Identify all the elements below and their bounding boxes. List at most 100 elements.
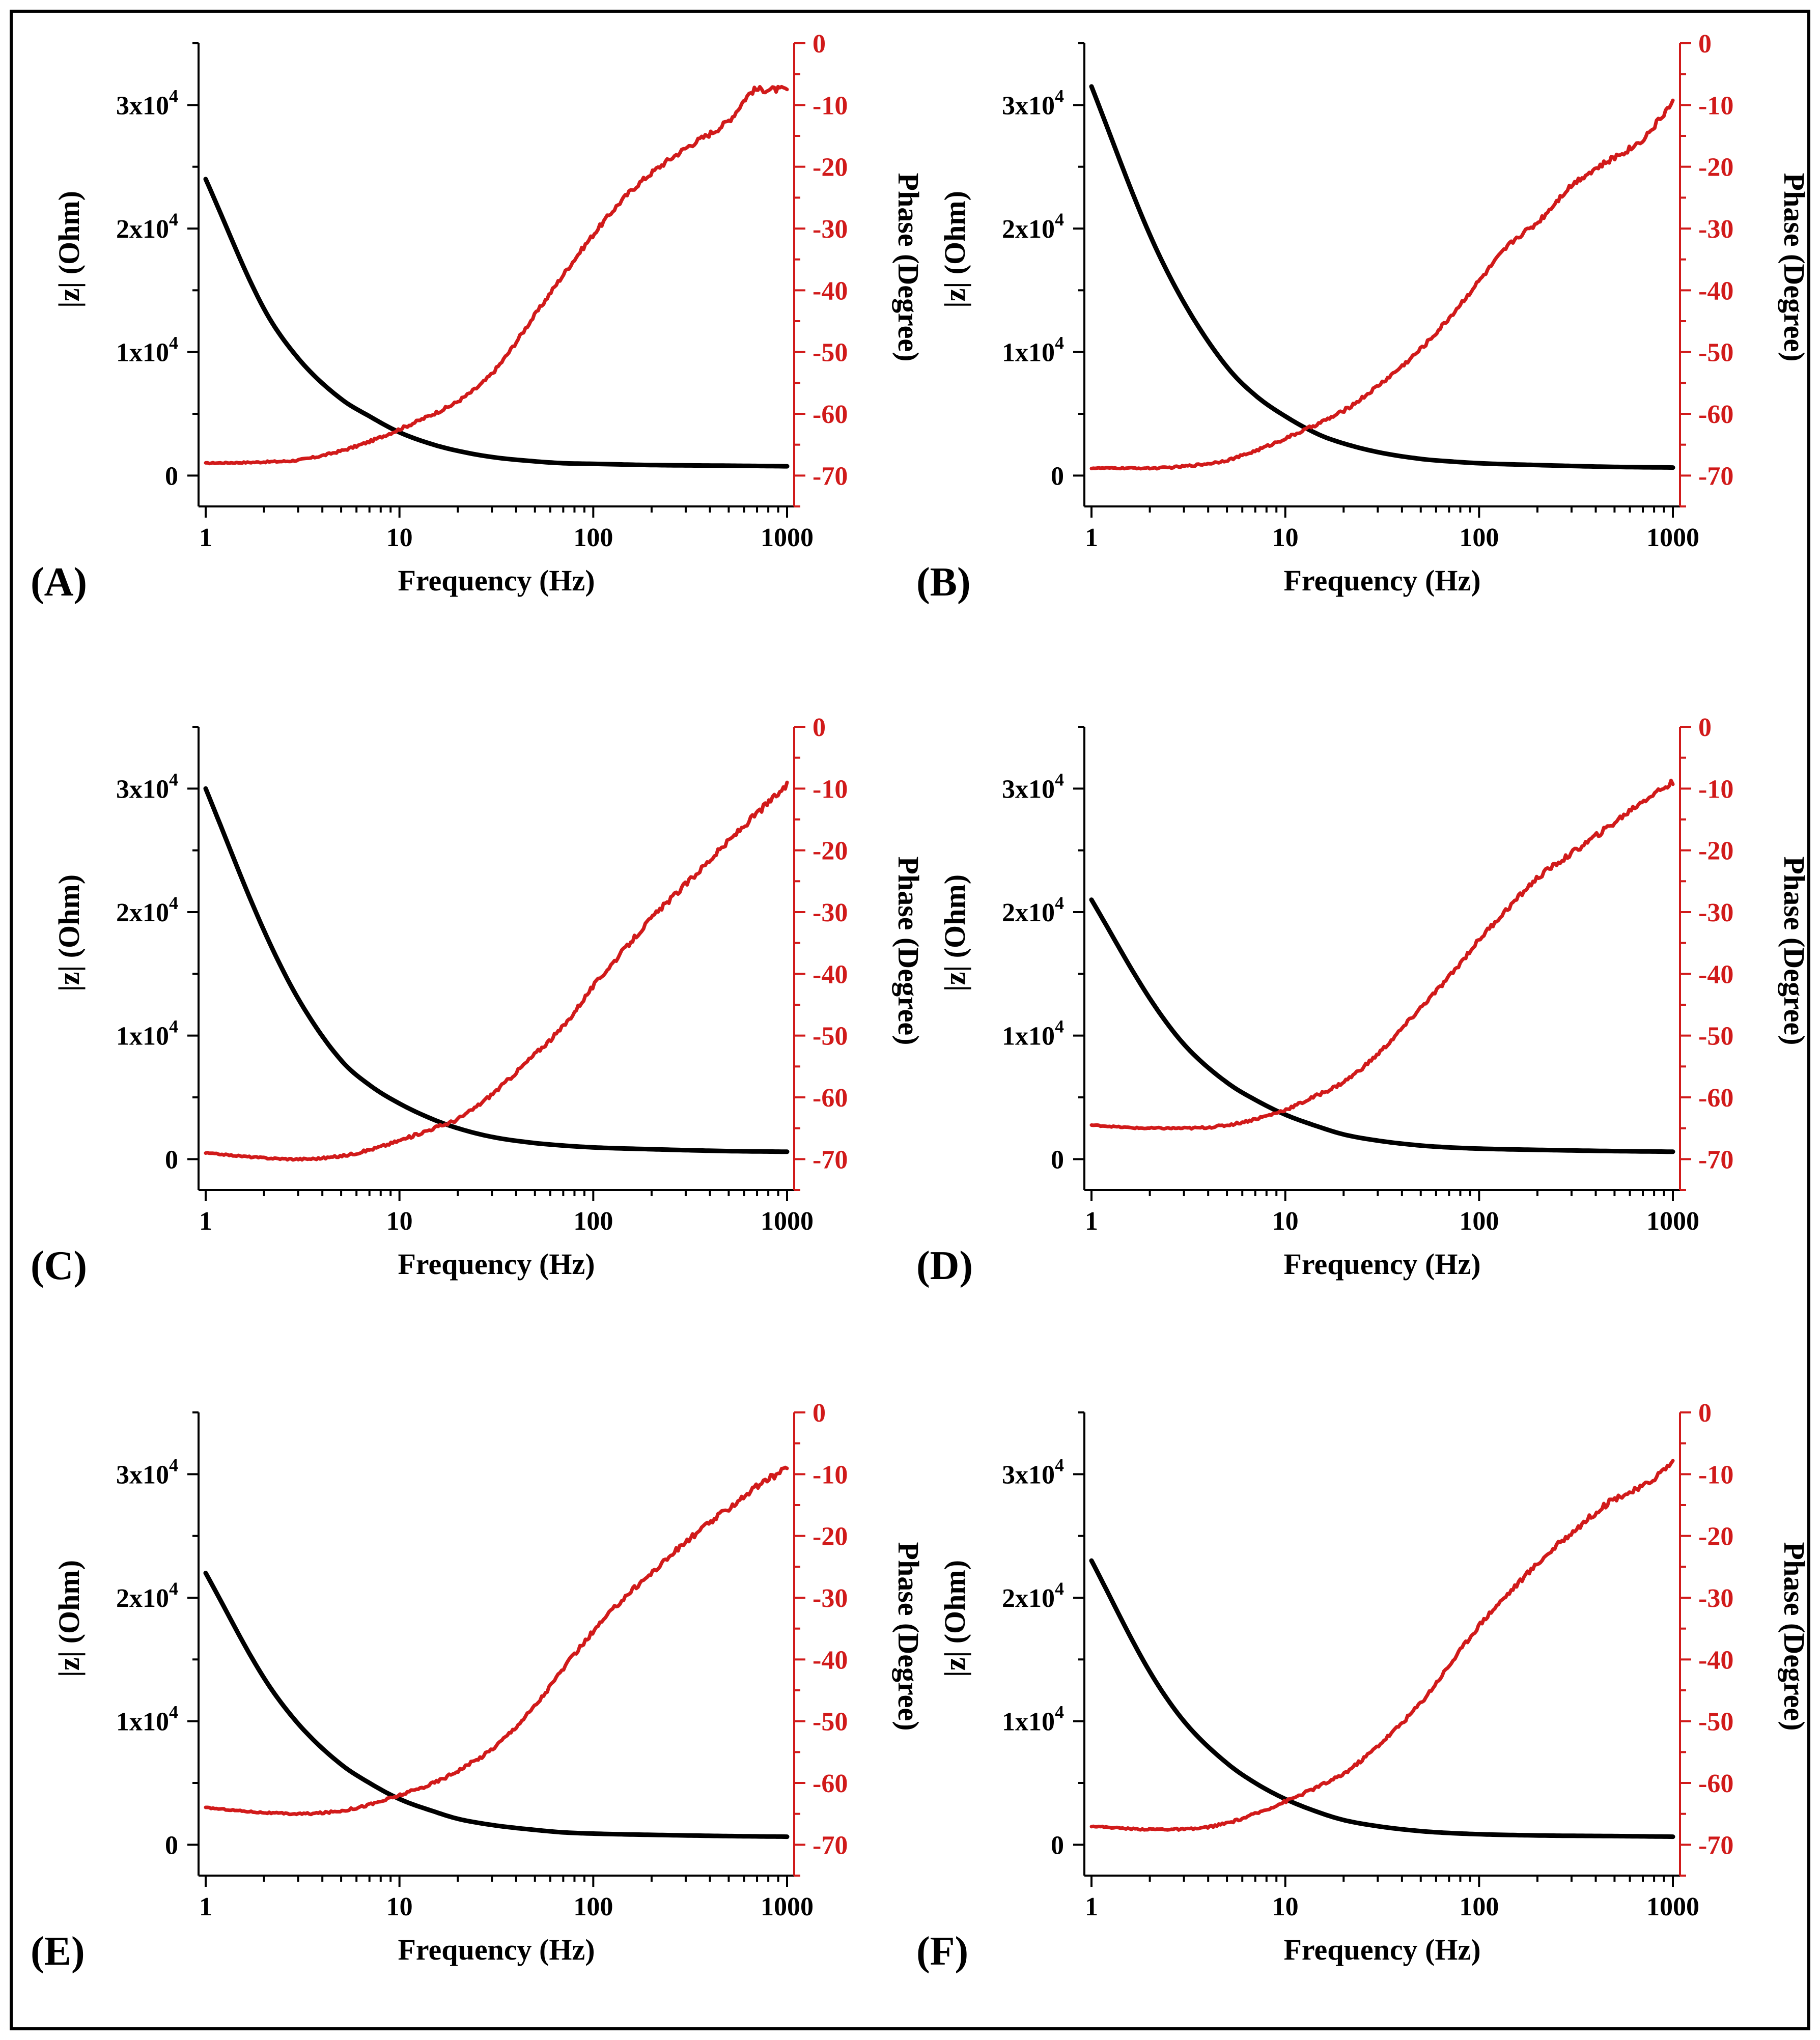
x-tick-label: 10 <box>1272 1892 1299 1921</box>
y-right-tick-label: -50 <box>813 338 848 367</box>
y-right-tick-label: -60 <box>1698 1769 1733 1798</box>
y-right-tick-label: -30 <box>813 898 848 927</box>
y-left-tick-exponent: 4 <box>1055 1702 1064 1722</box>
y-left-tick-label: 3x104 <box>1002 769 1064 804</box>
y-left-tick-exponent: 4 <box>169 1455 178 1475</box>
x-axis-title: Frequency (Hz) <box>398 564 595 597</box>
y-left-tick-exponent: 4 <box>169 86 178 106</box>
x-tick-label: 1000 <box>1646 1207 1699 1236</box>
x-tick-label: 100 <box>1459 1207 1499 1236</box>
impedance-series-line <box>1089 1558 1675 1839</box>
impedance-series-line <box>203 1571 790 1839</box>
y-left-axis-title: |z| (Ohm) <box>52 191 86 308</box>
y-right-axis-title: Phase (Degree) <box>1778 1542 1811 1731</box>
y-left-tick-label: 0 <box>1051 462 1064 491</box>
y-right-tick-label: -20 <box>813 837 848 866</box>
y-left-tick-exponent: 4 <box>169 769 178 789</box>
y-right-tick-label: -70 <box>813 1145 848 1174</box>
y-right-tick-label: -10 <box>1698 1460 1733 1489</box>
phase-series-line <box>1089 1459 1675 1832</box>
figure-border <box>10 10 1810 2030</box>
y-left-tick-exponent: 4 <box>1055 86 1064 106</box>
panel-label: (B) <box>916 560 971 605</box>
y-left-tick-mantissa: 1x10 <box>116 1022 169 1051</box>
y-right-tick-label: -70 <box>1698 1831 1733 1860</box>
y-left-tick-mantissa: 2x10 <box>1002 898 1055 927</box>
x-tick-label: 10 <box>386 523 413 552</box>
y-left-tick-mantissa: 0 <box>1051 462 1064 491</box>
x-tick-label: 1 <box>199 523 212 552</box>
y-right-tick-label: -70 <box>1698 462 1733 491</box>
y-left-tick-mantissa: 0 <box>165 1145 178 1174</box>
y-left-tick-mantissa: 3x10 <box>116 91 169 120</box>
y-left-tick-exponent: 4 <box>169 333 178 353</box>
y-right-tick-label: -10 <box>1698 775 1733 804</box>
y-right-tick-label: -60 <box>1698 400 1733 429</box>
y-left-axis-title: |z| (Ohm) <box>938 1560 971 1677</box>
x-tick-label: 10 <box>1272 1207 1299 1236</box>
phase-series-line <box>204 84 789 466</box>
y-right-tick-label: -60 <box>813 1084 848 1113</box>
phase-series-line <box>204 1465 789 1817</box>
panel-label: (E) <box>31 1929 85 1974</box>
y-right-tick-label: -40 <box>1698 1646 1733 1675</box>
y-right-tick-label: -50 <box>813 1708 848 1737</box>
y-right-tick-label: -20 <box>1698 153 1733 182</box>
y-left-tick-exponent: 4 <box>1055 1455 1064 1475</box>
y-right-axis-title: Phase (Degree) <box>892 1542 925 1731</box>
y-left-tick-exponent: 4 <box>1055 769 1064 789</box>
y-left-tick-label: 3x104 <box>116 86 178 120</box>
x-tick-label: 1000 <box>1646 1892 1699 1921</box>
y-left-tick-label: 2x104 <box>116 893 178 927</box>
x-tick-label: 10 <box>386 1207 413 1236</box>
y-right-axis-title: Phase (Degree) <box>1778 857 1811 1045</box>
y-right-tick-label: -60 <box>813 400 848 429</box>
x-tick-label: 100 <box>1459 523 1499 552</box>
y-left-tick-mantissa: 1x10 <box>116 1708 169 1737</box>
y-right-tick-label: -70 <box>1698 1145 1733 1174</box>
y-right-tick-label: -30 <box>1698 1584 1733 1613</box>
y-left-tick-label: 1x104 <box>1002 1702 1064 1737</box>
y-right-tick-label: -50 <box>813 1022 848 1051</box>
y-left-tick-mantissa: 3x10 <box>1002 91 1055 120</box>
y-left-tick-mantissa: 2x10 <box>116 898 169 927</box>
y-right-tick-label: -20 <box>1698 1522 1733 1551</box>
y-left-tick-label: 0 <box>165 1831 178 1860</box>
y-left-tick-mantissa: 2x10 <box>116 215 169 244</box>
y-left-tick-mantissa: 1x10 <box>1002 1708 1055 1737</box>
y-left-tick-label: 2x104 <box>116 1578 178 1613</box>
impedance-series-line <box>203 786 790 1154</box>
y-left-tick-exponent: 4 <box>169 1702 178 1722</box>
x-tick-label: 1 <box>199 1892 212 1921</box>
y-left-tick-label: 2x104 <box>1002 209 1064 244</box>
y-right-tick-label: -50 <box>1698 1022 1733 1051</box>
y-left-tick-mantissa: 3x10 <box>1002 1460 1055 1489</box>
y-left-tick-exponent: 4 <box>1055 333 1064 353</box>
y-left-tick-mantissa: 2x10 <box>1002 1584 1055 1613</box>
y-left-tick-label: 1x104 <box>116 1702 178 1737</box>
y-left-axis-title: |z| (Ohm) <box>52 1560 86 1677</box>
panel-label: (F) <box>916 1929 968 1974</box>
y-left-tick-mantissa: 3x10 <box>116 775 169 804</box>
y-right-tick-label: 0 <box>813 30 826 59</box>
y-left-tick-label: 3x104 <box>1002 1455 1064 1489</box>
y-left-tick-mantissa: 1x10 <box>1002 1022 1055 1051</box>
x-axis-title: Frequency (Hz) <box>1283 564 1480 597</box>
y-left-tick-mantissa: 0 <box>165 462 178 491</box>
y-left-tick-mantissa: 1x10 <box>116 338 169 367</box>
y-right-tick-label: -10 <box>813 1460 848 1489</box>
impedance-series-line <box>1089 84 1675 470</box>
y-right-tick-label: -10 <box>813 775 848 804</box>
y-right-tick-label: -30 <box>1698 215 1733 244</box>
x-tick-label: 1000 <box>761 523 814 552</box>
impedance-series-line <box>1089 897 1675 1154</box>
y-left-tick-mantissa: 2x10 <box>1002 215 1055 244</box>
